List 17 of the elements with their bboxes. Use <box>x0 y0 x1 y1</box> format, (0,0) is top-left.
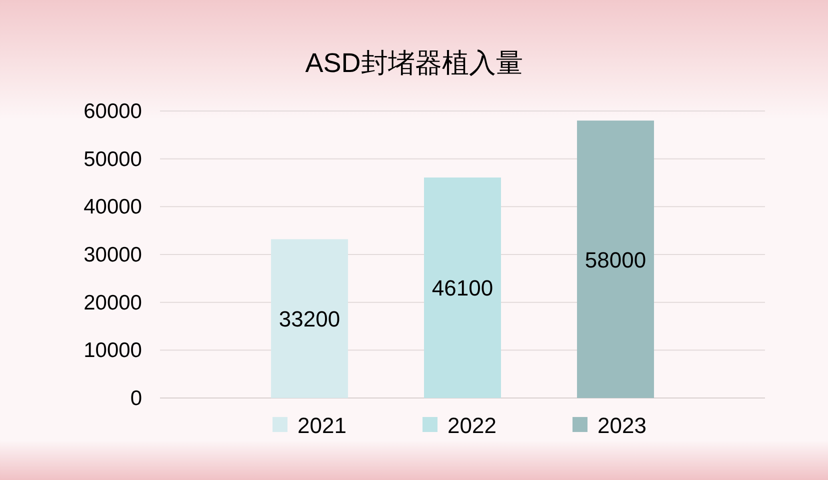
y-tick-label: 30000 <box>84 244 142 266</box>
data-label: 46100 <box>432 276 494 301</box>
legend-label: 2022 <box>448 413 496 438</box>
y-tick-label: 20000 <box>84 291 142 314</box>
data-label: 58000 <box>584 247 646 272</box>
y-tick-label: 40000 <box>84 196 142 219</box>
y-tick-label: 0 <box>130 387 142 410</box>
y-tick-label: 60000 <box>84 100 142 123</box>
y-tick-label: 10000 <box>84 339 142 362</box>
bar <box>577 120 654 398</box>
legend-label: 2023 <box>598 413 646 438</box>
data-label: 33200 <box>278 306 340 332</box>
chart-title: ASD封堵器植入量 <box>305 48 523 78</box>
legend-label: 2021 <box>298 413 346 438</box>
bar <box>424 177 501 398</box>
bar <box>271 239 348 398</box>
y-tick-label: 50000 <box>84 148 142 171</box>
